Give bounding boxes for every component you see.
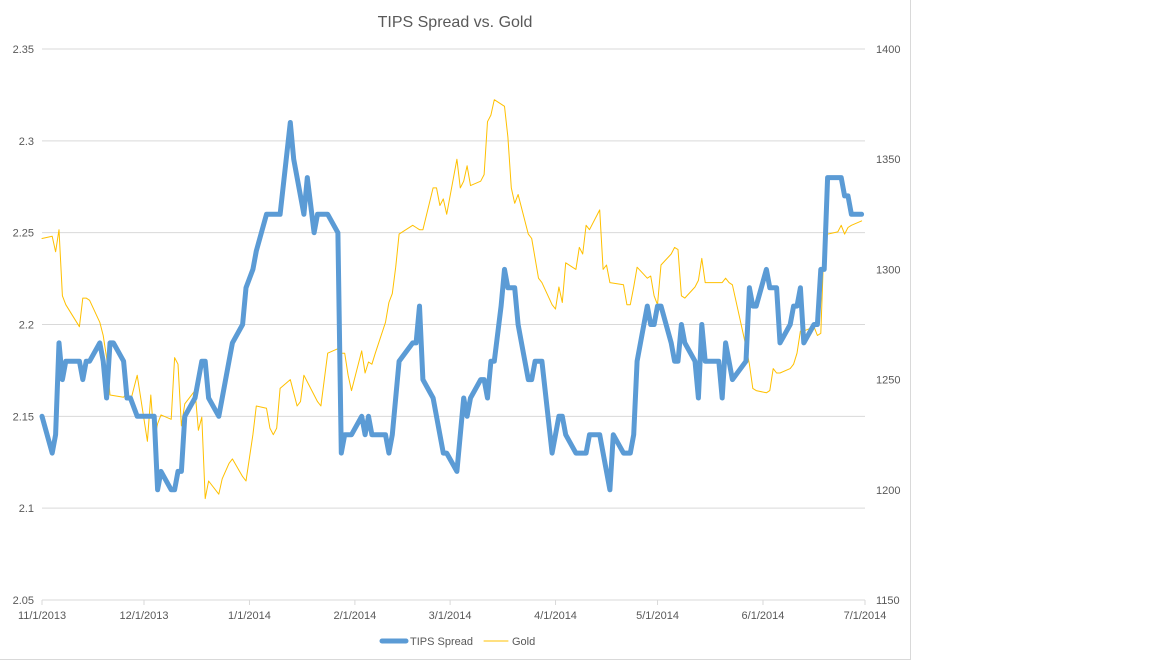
y-right-tick-label: 1400 (876, 44, 900, 56)
y-left-tick-label: 2.2 (19, 320, 34, 332)
gridlines (42, 48, 865, 509)
x-tick-label: 2/1/2014 (333, 610, 376, 622)
x-tick-label: 12/1/2013 (120, 610, 169, 622)
series-line-tips-spread (39, 120, 865, 493)
y-left-tick-label: 2.3 (19, 136, 34, 148)
y-right-tick-label: 1300 (876, 264, 900, 276)
y-left-tick-label: 2.25 (13, 228, 34, 240)
y-axis-left: 2.05 2.1 2.15 2.2 2.25 2.3 2.35 (13, 44, 34, 607)
y-right-tick-label: 1200 (876, 485, 900, 497)
y-right-tick-label: 1350 (876, 154, 900, 166)
x-tick-label: 7/1/2014 (844, 610, 887, 622)
x-tick-label: 11/1/2013 (18, 610, 66, 622)
x-tick-label: 3/1/2014 (429, 610, 472, 622)
legend: TIPS Spread Gold (379, 636, 535, 648)
y-left-tick-label: 2.15 (13, 411, 34, 423)
y-left-tick-label: 2.05 (13, 595, 34, 607)
x-tick-label: 4/1/2014 (534, 610, 577, 622)
series-layer (39, 99, 865, 500)
legend-label: TIPS Spread (410, 636, 473, 648)
x-axis: 11/1/2013 12/1/2013 1/1/2014 2/1/2014 3/1/20… (18, 600, 886, 622)
y-right-tick-label: 1250 (876, 375, 900, 387)
y-axis-right: 1150 1200 1250 1300 1350 1400 (876, 44, 900, 607)
legend-label: Gold (512, 636, 535, 648)
x-tick-label: 6/1/2014 (742, 610, 785, 622)
y-left-tick-label: 2.35 (13, 44, 34, 56)
line-chart: TIPS Spread vs. Gold 2.052.12.152.22.252… (13, 14, 901, 648)
series-line-gold (41, 99, 863, 500)
chart-frame: TIPS Spread vs. Gold 2.05 2.1 2.15 2.2 2.25 2… (0, 0, 911, 660)
x-tick-label: 5/1/2014 (636, 610, 679, 622)
y-left-tick-label: 2.1 (19, 503, 34, 515)
chart-title: TIPS Spread vs. Gold (378, 14, 533, 31)
x-tick-label: 1/1/2014 (228, 610, 271, 622)
y-right-tick-label: 1150 (876, 595, 900, 607)
